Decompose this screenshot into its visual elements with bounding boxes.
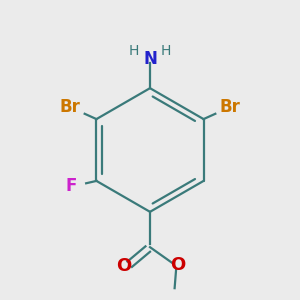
Text: H: H [161, 44, 171, 58]
Text: Br: Br [220, 98, 241, 116]
Text: Br: Br [59, 98, 80, 116]
Text: O: O [116, 257, 131, 275]
Text: N: N [143, 50, 157, 68]
Text: O: O [170, 256, 185, 274]
Text: H: H [129, 44, 139, 58]
Text: F: F [66, 177, 77, 195]
